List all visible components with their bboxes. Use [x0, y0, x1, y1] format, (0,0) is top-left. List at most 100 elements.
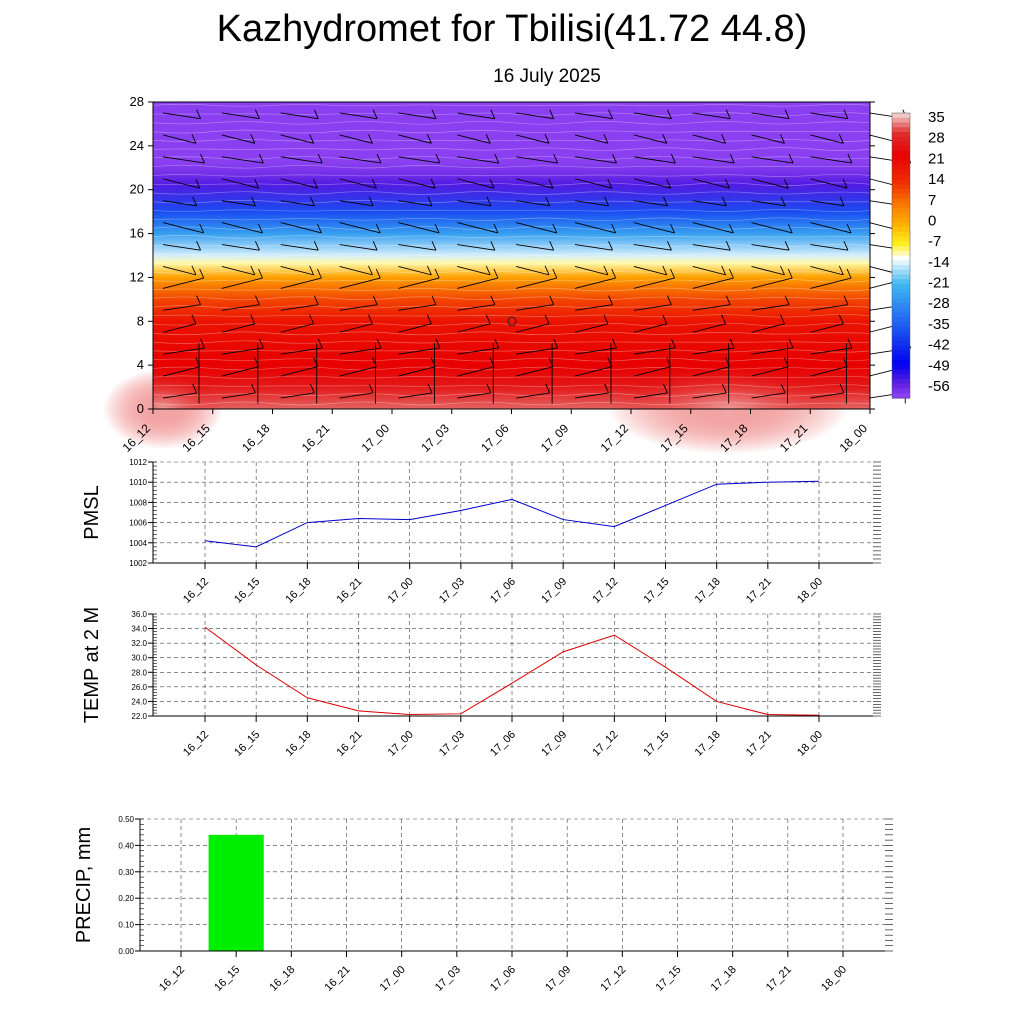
- wind-barb: [280, 266, 314, 276]
- wind-barb-flag: [375, 223, 381, 234]
- wind-barb-flag: [490, 109, 496, 119]
- y-tick-label: 20: [130, 182, 144, 197]
- wind-barb-flag: [553, 153, 559, 164]
- x-tick-label: 17_00: [386, 729, 416, 759]
- wind-barb-flag: [427, 383, 433, 394]
- wind-barb-flag: [721, 314, 727, 325]
- wind-barb-flag: [608, 109, 613, 119]
- wind-barb: [692, 134, 726, 144]
- wind-barb: [516, 392, 550, 399]
- colorbar-segment: [892, 141, 910, 147]
- wind-barb-flag: [544, 314, 550, 325]
- wind-barb: [574, 304, 613, 311]
- wind-barb: [692, 304, 731, 311]
- wind-barb: [339, 366, 377, 377]
- wind-barb: [398, 200, 433, 207]
- wind-barb-flag: [721, 265, 727, 276]
- heatmap-field: [153, 102, 870, 409]
- x-tick-label: 16_12: [157, 964, 187, 994]
- wind-barb: [574, 112, 613, 120]
- wind-barb: [633, 323, 667, 333]
- wind-barb-flag: [371, 178, 377, 189]
- colorbar-segment: [892, 189, 910, 195]
- wind-barb-flag: [494, 153, 500, 164]
- wind-barb: [162, 266, 197, 276]
- wind-barb: [457, 347, 499, 355]
- wind-barb-flag: [313, 241, 319, 251]
- wind-barb-flag: [191, 314, 197, 325]
- colorbar-label: -49: [928, 357, 950, 374]
- wind-barb-flag: [725, 109, 731, 119]
- y-tick-label: 0.20: [118, 894, 134, 903]
- wind-barb: [221, 134, 255, 144]
- y-tick-label: 0.40: [118, 841, 134, 850]
- wind-barb-flag: [549, 241, 555, 251]
- wind-barb: [810, 266, 844, 276]
- wind-barb-flag: [603, 265, 609, 276]
- wind-barb: [516, 304, 554, 311]
- wind-barb-flag: [485, 314, 491, 325]
- wind-barb: [574, 347, 617, 355]
- wind-barb: [280, 366, 318, 377]
- wind-barb-flag: [839, 196, 845, 206]
- wind-barb: [751, 156, 794, 164]
- x-tick-label: 16_12: [181, 729, 211, 759]
- x-tick-label: 17_03: [433, 964, 463, 994]
- wind-barb-flag: [780, 314, 785, 325]
- wind-barb: [457, 200, 491, 207]
- wind-barb: [221, 277, 263, 289]
- colorbar-segment: [892, 160, 910, 166]
- x-tick-label: 17_03: [437, 576, 467, 606]
- wind-barb-flag: [426, 265, 432, 276]
- wind-barb-flag: [196, 109, 201, 119]
- wind-barb: [280, 112, 319, 120]
- wind-barb-flag: [431, 241, 437, 251]
- y-tick-label: 1002: [129, 559, 147, 568]
- wind-barb: [692, 222, 734, 234]
- wind-barb: [398, 266, 432, 276]
- wind-barb-flag: [251, 196, 256, 206]
- wind-barb-flag: [250, 134, 256, 144]
- wind-barb-flag: [191, 265, 197, 276]
- wind-barb-flag: [780, 196, 786, 206]
- wind-barb: [692, 392, 727, 399]
- wind-barb-flag: [780, 383, 786, 394]
- wind-barb-flag: [783, 357, 789, 367]
- wind-barb-flag: [200, 153, 205, 164]
- wind-barb-flag: [313, 178, 318, 189]
- colorbar-segment: [892, 336, 910, 342]
- wind-barb-flag: [729, 338, 735, 349]
- wind-barb: [516, 366, 554, 377]
- x-tick-label: 17_03: [418, 421, 452, 455]
- wind-barb: [280, 347, 323, 355]
- wind-barb: [339, 266, 373, 276]
- colorbar-segment: [892, 127, 910, 133]
- x-tick-label: 17_09: [543, 964, 573, 994]
- x-tick-label: 17_21: [764, 964, 794, 994]
- wind-barb-flag: [191, 134, 197, 144]
- wind-barb-flag: [666, 178, 672, 189]
- colorbar-segment: [892, 364, 910, 371]
- y-tick-label: 0.10: [118, 921, 134, 930]
- wind-barb: [751, 323, 785, 333]
- x-tick-label: 17_12: [598, 964, 628, 994]
- wind-barb: [339, 277, 381, 289]
- colorbar-segment: [892, 298, 910, 304]
- x-tick-label: 17_12: [590, 729, 620, 759]
- wind-barb: [751, 277, 793, 289]
- wind-barb: [457, 112, 495, 120]
- y-tick-label: 28: [130, 94, 144, 109]
- wind-barb: [751, 112, 790, 120]
- wind-barb: [810, 304, 849, 311]
- y-tick-label: 26.0: [131, 683, 147, 692]
- wind-barb-flag: [548, 178, 554, 189]
- wind-barb: [457, 392, 491, 399]
- wind-barb: [398, 366, 436, 377]
- wind-barb: [574, 222, 616, 234]
- wind-barb-flag: [434, 223, 440, 234]
- colorbar-segment: [892, 393, 910, 399]
- y-tick-label: 34.0: [131, 625, 147, 634]
- colorbar-segment: [892, 193, 910, 200]
- wind-barb: [574, 178, 612, 189]
- wind-barb: [516, 323, 550, 333]
